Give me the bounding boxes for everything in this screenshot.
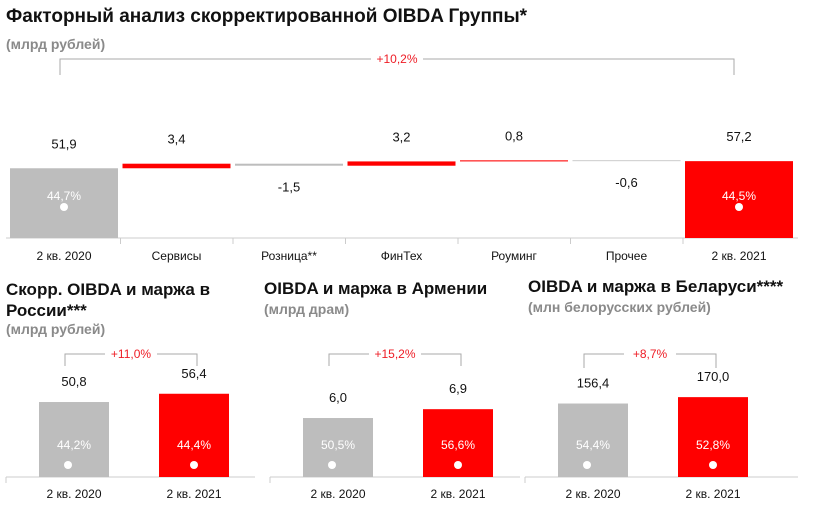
waterfall-value-label: -0,6 xyxy=(615,175,637,190)
russia-margin-label: 44,4% xyxy=(177,438,211,452)
armenia-growth-label: +15,2% xyxy=(374,347,415,361)
waterfall-value-label: 0,8 xyxy=(505,128,523,143)
waterfall-bar xyxy=(460,160,568,161)
belarus-margin-dot xyxy=(709,461,717,469)
belarus-category-label: 2 кв. 2020 xyxy=(566,487,621,501)
belarus-margin-label: 52,8% xyxy=(696,438,730,452)
russia-margin-dot xyxy=(64,461,72,469)
russia-growth-label: +11,0% xyxy=(111,347,151,361)
russia-value-label: 50,8 xyxy=(61,374,86,389)
russia-value-label: 56,4 xyxy=(181,366,206,381)
russia-margin-label: 44,2% xyxy=(57,438,91,452)
waterfall-margin-dot xyxy=(60,203,68,211)
waterfall-bar xyxy=(235,164,343,166)
waterfall-bar xyxy=(573,160,681,161)
russia-margin-dot xyxy=(190,461,198,469)
waterfall-value-label: 3,4 xyxy=(167,132,185,147)
waterfall-bar xyxy=(123,164,231,169)
waterfall-category-label: Прочее xyxy=(606,249,648,263)
armenia-category-label: 2 кв. 2020 xyxy=(311,487,366,501)
waterfall-margin-label: 44,5% xyxy=(722,189,756,203)
waterfall-category-label: Сервисы xyxy=(152,249,202,263)
armenia-margin-dot xyxy=(454,461,462,469)
belarus-category-label: 2 кв. 2021 xyxy=(686,487,741,501)
waterfall-category-label: Розница** xyxy=(261,249,317,263)
russia-category-label: 2 кв. 2021 xyxy=(167,487,222,501)
waterfall-value-label: 51,9 xyxy=(51,136,76,151)
belarus-margin-dot xyxy=(583,461,591,469)
waterfall-margin-label: 44,7% xyxy=(47,189,81,203)
waterfall-growth-label: +10,2% xyxy=(376,52,417,66)
armenia-category-label: 2 кв. 2021 xyxy=(431,487,486,501)
armenia-value-label: 6,0 xyxy=(329,390,347,405)
waterfall-value-label: 57,2 xyxy=(726,129,751,144)
waterfall-category-label: 2 кв. 2020 xyxy=(37,249,92,263)
belarus-growth-label: +8,7% xyxy=(633,347,668,361)
waterfall-category-label: 2 кв. 2021 xyxy=(712,249,767,263)
waterfall-category-label: ФинТех xyxy=(381,249,423,263)
waterfall-margin-dot xyxy=(735,203,743,211)
armenia-margin-label: 50,5% xyxy=(321,438,355,452)
waterfall-value-label: -1,5 xyxy=(278,180,300,195)
armenia-value-label: 6,9 xyxy=(449,381,467,396)
belarus-margin-label: 54,4% xyxy=(576,438,610,452)
armenia-margin-dot xyxy=(328,461,336,469)
waterfall-category-label: Роуминг xyxy=(491,249,537,263)
belarus-value-label: 156,4 xyxy=(577,376,610,391)
waterfall-value-label: 3,2 xyxy=(392,129,410,144)
armenia-margin-label: 56,6% xyxy=(441,438,475,452)
belarus-value-label: 170,0 xyxy=(697,369,730,384)
waterfall-bar xyxy=(348,161,456,165)
russia-category-label: 2 кв. 2020 xyxy=(47,487,102,501)
